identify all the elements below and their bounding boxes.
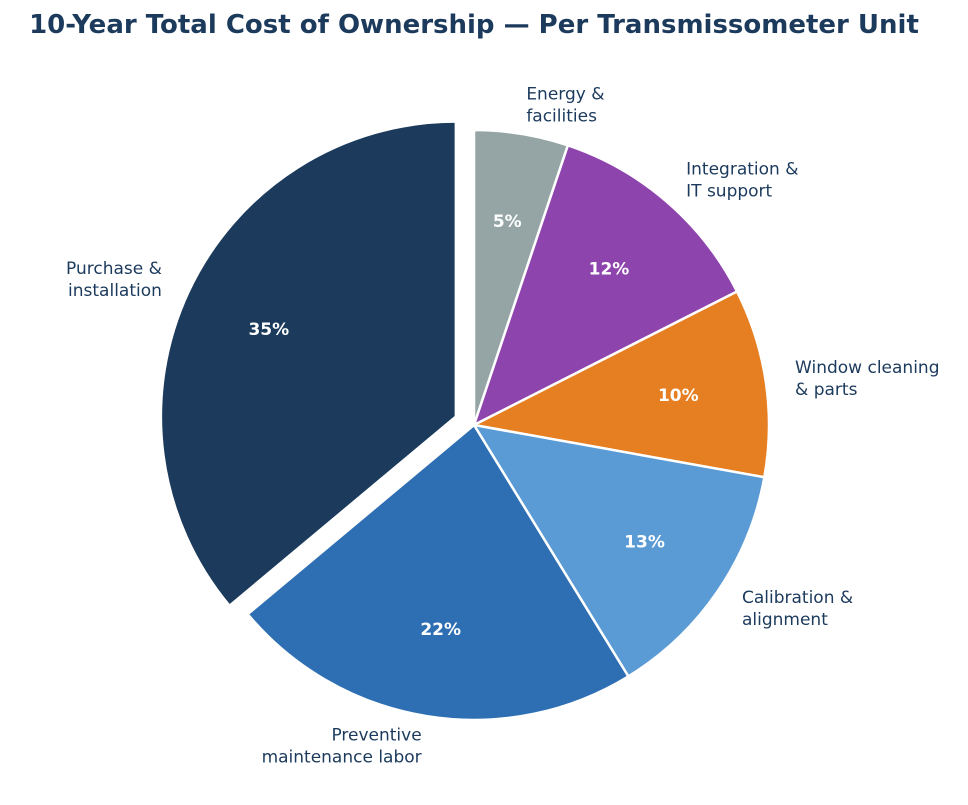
category-label-0: Energy & facilities: [526, 85, 604, 127]
category-label-2-line-1: & parts: [795, 380, 858, 400]
percent-label-5: 35%: [248, 320, 289, 340]
category-label-1-line-0: Integration &: [686, 159, 798, 179]
pie-slice-4: [246, 423, 630, 722]
category-label-2: Window cleaning & parts: [795, 358, 939, 400]
category-label-4-line-0: Preventive: [331, 725, 421, 745]
percent-label-0: 5%: [493, 212, 522, 232]
category-label-5-line-1: installation: [68, 281, 162, 301]
pie-slices: [159, 120, 771, 722]
category-label-1-line-1: IT support: [686, 181, 772, 201]
category-label-4: Preventive maintenance labor: [262, 725, 422, 767]
category-label-3-line-1: alignment: [742, 610, 828, 630]
category-label-1: Integration & IT support: [686, 159, 798, 201]
category-label-2-line-0: Window cleaning: [795, 358, 939, 378]
percent-label-2: 10%: [658, 386, 699, 406]
category-label-4-line-1: maintenance labor: [262, 747, 422, 767]
category-label-0-line-1: facilities: [526, 107, 597, 127]
category-label-3: Calibration & alignment: [742, 588, 853, 630]
pie-slice-1: [472, 144, 739, 427]
pie-slice-3: [472, 423, 766, 678]
percent-label-4: 22%: [420, 620, 461, 640]
pie-slice-2: [472, 290, 771, 479]
percent-label-1: 12%: [589, 260, 630, 280]
category-label-5: Purchase & installation: [66, 259, 162, 301]
pie-slice-5: [159, 120, 458, 607]
percent-label-3: 13%: [624, 532, 665, 552]
category-labels: Energy & facilities Integration & IT suppor…: [66, 85, 939, 768]
chart-title: 10-Year Total Cost of Ownership — Per Tr…: [29, 10, 919, 40]
category-label-0-line-0: Energy &: [526, 85, 604, 105]
percent-labels: 5% 12% 10% 13% 22% 35%: [248, 212, 698, 640]
category-label-5-line-0: Purchase &: [66, 259, 162, 279]
category-label-3-line-0: Calibration &: [742, 588, 853, 608]
